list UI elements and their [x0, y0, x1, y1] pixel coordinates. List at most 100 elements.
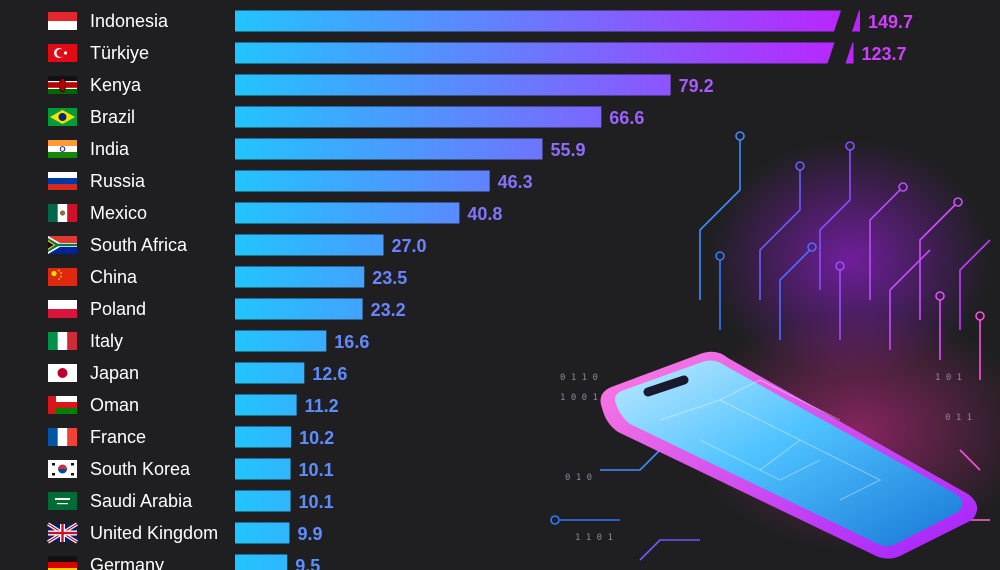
- country-label: Brazil: [90, 107, 135, 127]
- svg-text:0 1 1: 0 1 1: [945, 413, 972, 423]
- bar: [235, 522, 290, 544]
- binary-text: 0 1 1 0 1 0 0 1 0 1 0 1 1 0 1 1 0 1 0 1 …: [560, 373, 972, 543]
- value-label: 12.6: [312, 364, 347, 384]
- country-label: China: [90, 267, 138, 287]
- bar-row: United Kingdom 9.9: [47, 522, 322, 544]
- flag-poland-icon: [48, 300, 77, 318]
- value-label: 16.6: [334, 332, 369, 352]
- country-label: South Africa: [90, 235, 188, 255]
- bar-row: Oman 11.2: [48, 394, 339, 416]
- bar: [235, 170, 490, 192]
- value-label: 23.5: [372, 268, 407, 288]
- country-label: Germany: [90, 555, 164, 570]
- country-label: India: [90, 139, 130, 159]
- bar: [235, 74, 671, 96]
- country-label: Japan: [90, 363, 139, 383]
- svg-text:0 1 1 0: 0 1 1 0: [560, 373, 598, 383]
- flag-indonesia-icon: [48, 12, 77, 30]
- value-label: 123.7: [862, 44, 907, 64]
- bar: [235, 362, 305, 384]
- flag-italy-icon: [48, 332, 77, 350]
- svg-text:1 0 1: 1 0 1: [935, 373, 962, 383]
- flag-mexico-icon: [48, 204, 77, 222]
- value-label: 55.9: [550, 140, 585, 160]
- bar-row: China 23.5: [48, 266, 407, 288]
- country-label: Saudi Arabia: [90, 491, 193, 511]
- flag-brazil-icon: [48, 108, 77, 126]
- value-label: 79.2: [679, 76, 714, 96]
- bar: [235, 426, 292, 448]
- bar: [235, 234, 384, 256]
- flag-germany-icon: [48, 556, 77, 570]
- country-label: United Kingdom: [90, 523, 218, 543]
- bar-row: Russia 46.3: [48, 170, 533, 192]
- value-label: 149.7: [868, 12, 913, 32]
- country-label: France: [90, 427, 146, 447]
- bar: [235, 138, 543, 160]
- value-label: 10.1: [299, 492, 334, 512]
- country-label: Indonesia: [90, 11, 169, 31]
- circuit-traces: [550, 131, 991, 561]
- flag-south-korea-icon: [48, 460, 77, 478]
- bar-row: Brazil 66.6: [48, 106, 644, 128]
- value-label: 10.2: [299, 428, 334, 448]
- bars: Indonesia 149.7 Türkiye 123.7 Kenya 79.2 Brazi…: [47, 10, 913, 570]
- bar-row: Germany 9.5: [48, 554, 320, 570]
- bar-row: Japan 12.6: [48, 362, 347, 384]
- bar: [235, 106, 602, 128]
- bar-row: Indonesia 149.7: [48, 10, 913, 32]
- value-label: 40.8: [467, 204, 502, 224]
- value-label: 66.6: [609, 108, 644, 128]
- flag-france-icon: [48, 428, 77, 446]
- bar: [235, 10, 841, 32]
- value-label: 9.5: [295, 556, 320, 570]
- bar: [235, 298, 363, 320]
- flag-japan-icon: [48, 364, 77, 382]
- bar-row: Poland 23.2: [48, 298, 406, 320]
- bar: [235, 202, 460, 224]
- bar-row: India 55.9: [48, 138, 585, 160]
- bar: [235, 330, 327, 352]
- bar: [235, 42, 835, 64]
- flag-kenya-icon: [48, 76, 77, 94]
- bar-row: South Korea 10.1: [48, 458, 334, 480]
- bar-row: Mexico 40.8: [48, 202, 502, 224]
- value-label: 9.9: [297, 524, 322, 544]
- country-label: South Korea: [90, 459, 191, 479]
- country-label: Kenya: [90, 75, 142, 95]
- bar-end: [852, 10, 860, 32]
- country-label: Italy: [90, 331, 123, 351]
- smartphone: [600, 351, 978, 559]
- country-label: Poland: [90, 299, 146, 319]
- country-label: Oman: [90, 395, 139, 415]
- bar-row: France 10.2: [48, 426, 334, 448]
- flag-turkiye-icon: [48, 44, 77, 62]
- bar: [235, 490, 291, 512]
- bar-row: South Africa 27.0: [48, 234, 427, 256]
- flag-india-icon: [48, 140, 77, 158]
- bar: [235, 458, 291, 480]
- svg-text:1 1 0 1: 1 1 0 1: [575, 533, 613, 543]
- country-label: Russia: [90, 171, 146, 191]
- value-label: 27.0: [392, 236, 427, 256]
- flag-saudi-arabia-icon: [48, 492, 77, 510]
- value-label: 46.3: [498, 172, 533, 192]
- flag-oman-icon: [48, 396, 77, 414]
- svg-text:1 0 0 1: 1 0 0 1: [560, 393, 598, 403]
- bar-row: Türkiye 123.7: [48, 42, 907, 64]
- bar-row: Kenya 79.2: [48, 74, 714, 96]
- flag-united-kingdom-icon: [47, 522, 78, 544]
- flag-south-africa-icon: [48, 236, 77, 254]
- country-label: Türkiye: [90, 43, 149, 63]
- value-label: 10.1: [299, 460, 334, 480]
- value-label: 23.2: [371, 300, 406, 320]
- flag-china-icon: [48, 268, 77, 286]
- bar: [235, 394, 297, 416]
- bar: [235, 266, 365, 288]
- svg-text:0 1 0: 0 1 0: [565, 473, 592, 483]
- value-label: 11.2: [305, 396, 339, 416]
- bar-end: [845, 42, 854, 64]
- bar-row: Saudi Arabia 10.1: [48, 490, 334, 512]
